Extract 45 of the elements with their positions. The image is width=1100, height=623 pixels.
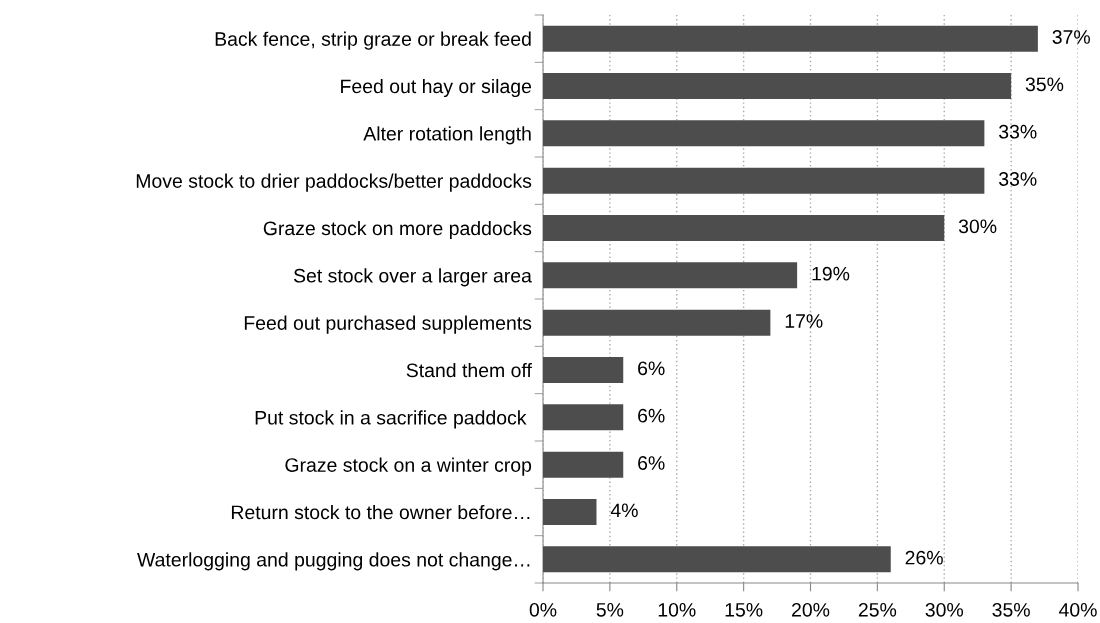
bar — [543, 498, 597, 526]
x-tick-label: 10% — [658, 602, 696, 617]
bar — [543, 167, 985, 194]
x-tick-label: 5% — [596, 603, 624, 617]
data-label: 19% — [812, 266, 850, 281]
bar — [543, 25, 1038, 52]
data-label: 37% — [1052, 30, 1090, 44]
data-label: 6% — [638, 408, 665, 423]
x-tick-label: 35% — [992, 602, 1030, 617]
x-tick-label: 40% — [1058, 602, 1097, 617]
x-tick-label: 30% — [925, 602, 964, 617]
y-tick-label: Put stock in a sacrifice paddock — [255, 410, 527, 429]
bar — [543, 309, 771, 336]
y-tick-label: Graze stock on a winter crop — [285, 457, 532, 476]
x-tick-label: 0% — [529, 602, 557, 617]
y-tick-label: Move stock to drier paddocks/better paddocks — [136, 173, 532, 192]
y-tick-label: Feed out hay or silage — [341, 78, 532, 98]
x-tick-label: 15% — [725, 603, 763, 617]
data-label: 6% — [638, 361, 665, 376]
y-tick-label: Stand them off — [406, 362, 532, 378]
y-tick-label: Graze stock on more paddocks — [263, 220, 532, 240]
bar — [543, 356, 624, 384]
y-tick-label: Feed out purchased supplements — [244, 315, 532, 334]
data-label: 4% — [610, 503, 638, 518]
bar — [543, 120, 985, 147]
x-tick-label: 20% — [792, 602, 830, 617]
bar — [543, 262, 798, 289]
y-tick-label: Alter rotation length — [363, 126, 531, 145]
data-label: 33% — [999, 124, 1037, 139]
y-tick-label: Back fence, strip graze or break feed — [215, 31, 531, 50]
bar — [543, 214, 945, 242]
data-label: 6% — [638, 456, 665, 470]
bar — [543, 451, 624, 478]
data-label: 33% — [999, 172, 1037, 186]
y-tick-label: Return stock to the owner before… — [231, 504, 530, 520]
x-tick-label: 25% — [858, 602, 897, 617]
data-label: 30% — [958, 219, 997, 234]
bar — [543, 546, 891, 573]
y-tick-label: Set stock over a larger area — [293, 268, 532, 287]
data-label: 17% — [785, 314, 823, 328]
bar — [543, 404, 624, 431]
bar — [543, 72, 1012, 100]
data-label: 35% — [1025, 77, 1064, 92]
y-tick-label: Waterlogging and pugging does not change… — [137, 552, 530, 571]
data-label: 26% — [905, 550, 943, 565]
